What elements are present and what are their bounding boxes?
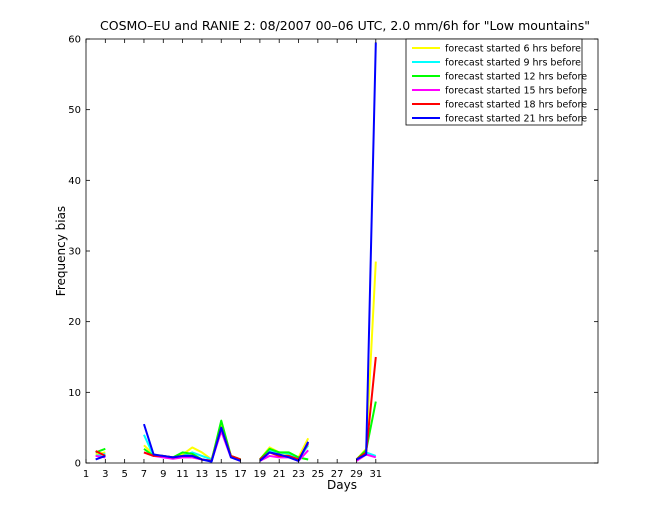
legend-label-4: forecast started 15 hrs before [445,86,587,97]
x-tick-label: 7 [141,469,147,480]
legend-box [405,38,583,126]
series-layer [95,42,377,463]
legend-label-5: forecast started 18 hrs before [445,100,587,111]
x-tick-label: 31 [369,469,382,480]
x-tick-label: 23 [292,469,305,480]
x-tick-label: 15 [215,469,228,480]
y-tick-label: 40 [68,176,81,187]
series-line-3 [95,401,377,462]
x-tick-label: 27 [331,469,344,480]
y-tick-label: 60 [68,35,81,46]
x-tick-label: 21 [273,469,286,480]
x-tick-label: 11 [176,469,189,480]
x-tick-label: 19 [254,469,267,480]
x-tick-label: 5 [121,469,127,480]
series-line-2 [95,426,377,461]
series-line-6 [95,42,377,463]
legend: forecast started 6 hrs before forecast st… [405,38,587,126]
y-tick-label: 30 [68,247,81,258]
y-tick-label: 10 [68,388,81,399]
y-tick-label: 50 [68,105,81,116]
x-tick-label: 25 [311,469,324,480]
legend-label-6: forecast started 21 hrs before [445,114,587,125]
legend-label-1: forecast started 6 hrs before [445,44,581,55]
x-tick-label: 13 [196,469,209,480]
x-tick-label: 3 [102,469,108,480]
chart-title: COSMO–EU and RANIE 2: 08/2007 00–06 UTC,… [100,18,590,33]
legend-label-3: forecast started 12 hrs before [445,72,587,83]
y-axis: 0 10 20 30 40 50 60 [68,35,598,470]
x-tick-label: 1 [83,469,89,480]
y-tick-label: 20 [68,317,81,328]
x-tick-label: 17 [234,469,247,480]
legend-label-2: forecast started 9 hrs before [445,58,581,69]
x-tick-label: 29 [350,469,363,480]
y-tick-label: 0 [75,459,81,470]
x-axis-title: Days [327,478,357,492]
x-axis: 1 3 5 7 9 11 13 15 17 19 21 23 25 27 29 31 [83,39,382,480]
x-tick-label: 9 [160,469,166,480]
y-axis-title: Frequency bias [54,206,68,296]
